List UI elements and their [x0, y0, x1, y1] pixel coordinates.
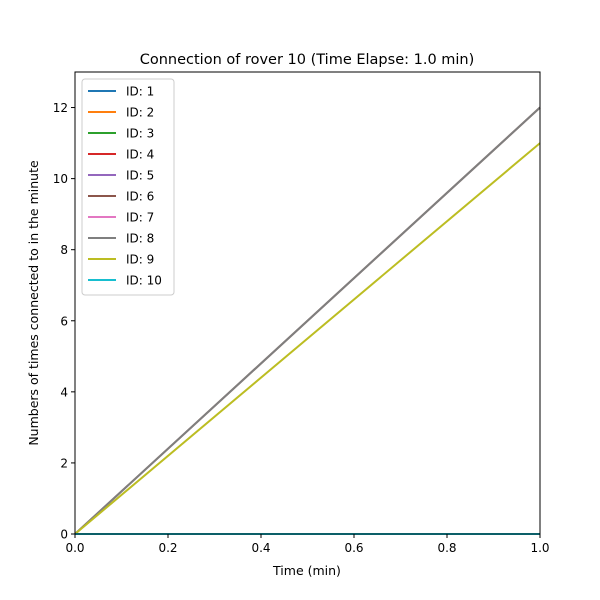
plot-frame	[74, 71, 541, 535]
legend-label: ID: 6	[126, 190, 154, 204]
legend-label: ID: 10	[126, 274, 162, 288]
x-axis-ticks: 0.0 0.2 0.4 0.6 0.8 1.0	[65, 534, 550, 555]
y-tick-label: 2	[60, 456, 68, 470]
legend-label: ID: 5	[126, 169, 154, 183]
legend-label: ID: 1	[126, 85, 154, 99]
x-tick-label: 0.0	[65, 541, 84, 555]
legend-label: ID: 4	[126, 148, 154, 162]
legend-label: ID: 3	[126, 127, 154, 141]
y-tick-label: 8	[60, 243, 68, 257]
legend-label: ID: 7	[126, 211, 154, 225]
legend: ID: 1 ID: 2 ID: 3 ID: 4 ID: 5 ID: 6 ID: 7 ID: 8…	[81, 78, 175, 296]
chart-title: Connection of rover 10 (Time Elapse: 1.0…	[140, 52, 475, 68]
series-line-id-8	[74, 106, 541, 535]
y-tick-label: 6	[60, 314, 68, 328]
series-line-id-9	[74, 142, 541, 535]
x-tick-label: 1.0	[530, 541, 549, 555]
x-axis-label: Time (min)	[272, 563, 341, 578]
y-tick-label: 4	[60, 385, 68, 399]
legend-label: ID: 8	[126, 232, 154, 246]
x-tick-label: 0.4	[251, 541, 270, 555]
y-tick-label: 10	[53, 172, 68, 186]
legend-label: ID: 9	[126, 253, 154, 267]
y-tick-label: 0	[60, 528, 68, 542]
y-tick-label: 12	[53, 101, 68, 115]
x-tick-label: 0.8	[437, 541, 456, 555]
y-axis-ticks: 0 2 4 6 8 10 12	[53, 101, 75, 542]
x-tick-label: 0.6	[344, 541, 363, 555]
y-axis-label: Numbers of times connected to in the min…	[26, 160, 41, 446]
legend-label: ID: 2	[126, 106, 154, 120]
x-tick-label: 0.2	[158, 541, 177, 555]
